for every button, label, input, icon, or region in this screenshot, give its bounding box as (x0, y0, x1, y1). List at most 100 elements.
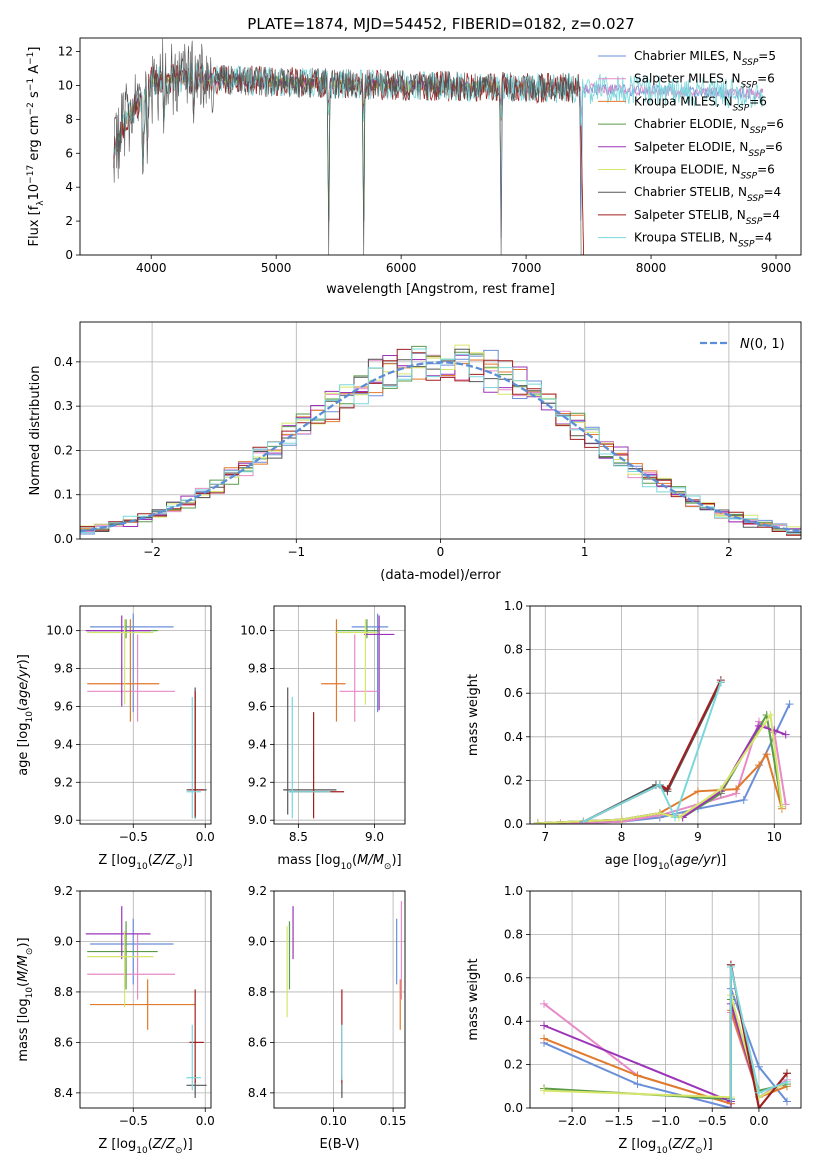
x-tick-label: 4000 (136, 261, 167, 275)
label-part: 10 (136, 862, 148, 872)
label-part: ⊙ (175, 1146, 183, 1156)
x-axis-label: (data-model)/error (380, 568, 501, 583)
weight-line (582, 681, 722, 823)
x-axis-label: E(B-V) (319, 1137, 359, 1152)
label-part: Kroupa MILES, N (634, 94, 733, 108)
y-tick-label: 9.6 (248, 699, 267, 713)
label-part: )] (183, 853, 193, 868)
y-tick-label: 0.2 (504, 1058, 523, 1072)
label-part: ⊙ (695, 1146, 703, 1156)
y-tick-label: 0.1 (54, 488, 73, 502)
label-part: Salpeter MILES, N (634, 72, 741, 86)
mass-vs-metallicity-panel: −0.5 0.08.48.68.89.09.2Z [log10(Z/Z⊙)]mas… (16, 884, 215, 1156)
y-tick-label: 2 (65, 214, 73, 228)
y-tick-label: 9.8 (54, 662, 73, 676)
label-part: M/M (16, 955, 31, 982)
label-part: Kroupa STELIB, N (634, 231, 738, 245)
x-tick-label: 5000 (261, 261, 292, 275)
label-part: ⊙ (25, 948, 35, 956)
x-tick-label: 9 (694, 830, 702, 844)
x-tick-label: −2.0 (557, 1114, 586, 1128)
x-tick-label: 9000 (761, 261, 792, 275)
label-part: Chabrier MILES, N (634, 49, 742, 63)
label-part: )] (16, 654, 31, 664)
age-vs-metallicity-panel: −0.5 0.09.09.29.49.69.810.0Z [log10(Z/Z⊙)… (16, 605, 215, 872)
legend-label: Chabrier MILES, NSSP=5 (634, 49, 776, 68)
label-part: ( (148, 1137, 153, 1152)
axes-frame (529, 605, 802, 825)
label-part: 10 (136, 1146, 148, 1156)
axes-frame (79, 37, 802, 256)
label-part: SSP (746, 217, 763, 227)
plot-area (85, 613, 207, 819)
y-tick-label: 0.6 (504, 686, 523, 700)
y-tick-label: 0 (65, 248, 73, 262)
plot-area (286, 901, 403, 1098)
y-tick-label: 9.0 (54, 813, 73, 827)
label-part: SSP (750, 126, 767, 136)
y-tick-label: 0.4 (54, 355, 73, 369)
label-part: A (27, 65, 42, 78)
axes-frame (273, 890, 406, 1109)
label-part: =5 (758, 49, 776, 63)
label-part: =6 (765, 140, 783, 154)
legend-label: Salpeter ELODIE, NSSP=6 (634, 140, 783, 159)
label-part: (0, 1) (750, 337, 785, 352)
x-tick-label: −0.5 (698, 1114, 727, 1128)
label-part: E(B-V) (319, 1137, 359, 1152)
x-tick-label: 0.0 (749, 1114, 768, 1128)
label-part: mass weight (466, 674, 481, 756)
y-tick-label: 6 (65, 146, 73, 160)
x-tick-label: 7000 (511, 261, 542, 275)
x-tick-label: 0 (437, 545, 445, 559)
x-tick-label: −1 (287, 545, 305, 559)
weight-vs-metallicity-panel: −2.0 −1.5 −1.0 −0.5 0.0 0.0 0.2 0.4 0.6 0.8 1.0 Z [… (466, 884, 802, 1156)
label-part: )] (716, 853, 726, 868)
label-part: 10 (25, 711, 35, 723)
label-part: )] (703, 1137, 713, 1152)
x-tick-label: 8.5 (289, 830, 308, 844)
y-axis-label: mass weight (466, 674, 481, 756)
x-tick-label: −0.5 (119, 830, 148, 844)
axes: 0.10 0.15 8.4 8.6 8.8 9.0 9.2 (248, 884, 407, 1128)
y-tick-label: 9.2 (248, 775, 267, 789)
spectrum-line (113, 62, 764, 166)
y-tick-label: 9.2 (54, 884, 73, 898)
y-tick-label: 8 (65, 112, 73, 126)
label-part: Kroupa ELODIE, N (634, 163, 741, 177)
label-part: −2 (26, 102, 36, 115)
label-part: mass [log (277, 853, 340, 868)
axes-frame (273, 605, 406, 825)
y-tick-label: 9.6 (54, 699, 73, 713)
label-part: )] (183, 1137, 193, 1152)
x-tick-label: 0.0 (196, 1114, 215, 1128)
legend-label: Kroupa ELODIE, NSSP=6 (634, 163, 775, 182)
label-part: =6 (766, 117, 784, 131)
label-part: age/yr (16, 663, 31, 706)
figure-title: PLATE=1874, MJD=54452, FIBERID=0182, z=0… (247, 15, 634, 33)
y-tick-label: 0.6 (504, 971, 523, 985)
label-part: Z/Z (152, 1137, 176, 1152)
label-part: SSP (742, 58, 759, 68)
weight-line (582, 681, 722, 823)
label-part: 10 (27, 184, 42, 201)
spectrum-panel: 4000 5000 6000 7000 8000 9000 0 2 4 6 8 10 12 wavelen… (26, 37, 802, 297)
weight-line (537, 712, 783, 824)
spectrum-line (113, 72, 501, 222)
legend-label: N(0, 1) (740, 337, 785, 352)
label-part: Z [log (98, 853, 136, 868)
label-part: erg cm (27, 115, 42, 164)
plot-area (283, 613, 395, 819)
y-axis-label: mass [log10(M/M⊙)] (16, 937, 35, 1061)
axes: −2 −1 0 1 2 0.0 0.1 0.2 0.3 0.4 (54, 321, 802, 559)
weight-line (729, 966, 788, 1100)
axes: 7 8 9 10 0.0 0.2 0.4 0.6 0.8 1.0 (504, 599, 802, 844)
weight-line (537, 724, 787, 824)
axes: −2.0 −1.5 −1.0 −0.5 0.0 0.0 0.2 0.4 0.6 0.8 1.0 (504, 884, 802, 1128)
x-tick-label: −2 (143, 545, 161, 559)
y-tick-label: 0.0 (504, 1101, 523, 1115)
label-part: Z [log (618, 1137, 656, 1152)
label-part: =6 (757, 163, 775, 177)
label-part: )] (391, 853, 401, 868)
label-part: ( (16, 982, 31, 987)
